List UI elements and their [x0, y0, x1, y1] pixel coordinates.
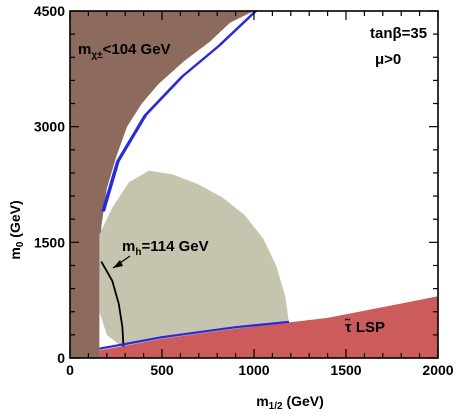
stau-lsp-label: τ̃ LSP	[345, 318, 385, 336]
y-tick-label: 4500	[34, 3, 65, 19]
lines-layer	[99, 261, 290, 350]
ticks-layer: 0 500 1000 1500 2000 0 1500 3000 4500	[34, 3, 454, 378]
stau-coannihilation-strip-line	[99, 320, 290, 350]
higgs-line-label: mh=114 GeV	[122, 238, 209, 258]
tanbeta-label: tanβ=35	[370, 25, 427, 42]
regions-layer	[70, 11, 439, 358]
y-tick-label: 0	[57, 350, 65, 366]
gminus2-favored-region	[99, 170, 290, 347]
chargino-excluded-region	[70, 11, 254, 358]
x-tick-label: 500	[150, 362, 174, 378]
higgs-mass-114-line	[100, 261, 125, 347]
chargino-region-label: mχ±<104 GeV	[78, 41, 171, 61]
stau-lsp-region	[99, 296, 439, 358]
y-tick-label: 3000	[34, 119, 65, 135]
ylabel: m0 (GeV)	[7, 200, 26, 259]
y-tick-label: 1500	[34, 234, 65, 250]
higgs-label-arrowhead	[113, 260, 123, 268]
x-tick-label: 1000	[238, 362, 269, 378]
mu-label: μ>0	[375, 51, 401, 68]
x-tick-label: 0	[66, 362, 74, 378]
x-tick-label: 1500	[330, 362, 361, 378]
x-tick-label: 2000	[422, 362, 453, 378]
xlabel: m1/2 (GeV)	[256, 393, 324, 412]
